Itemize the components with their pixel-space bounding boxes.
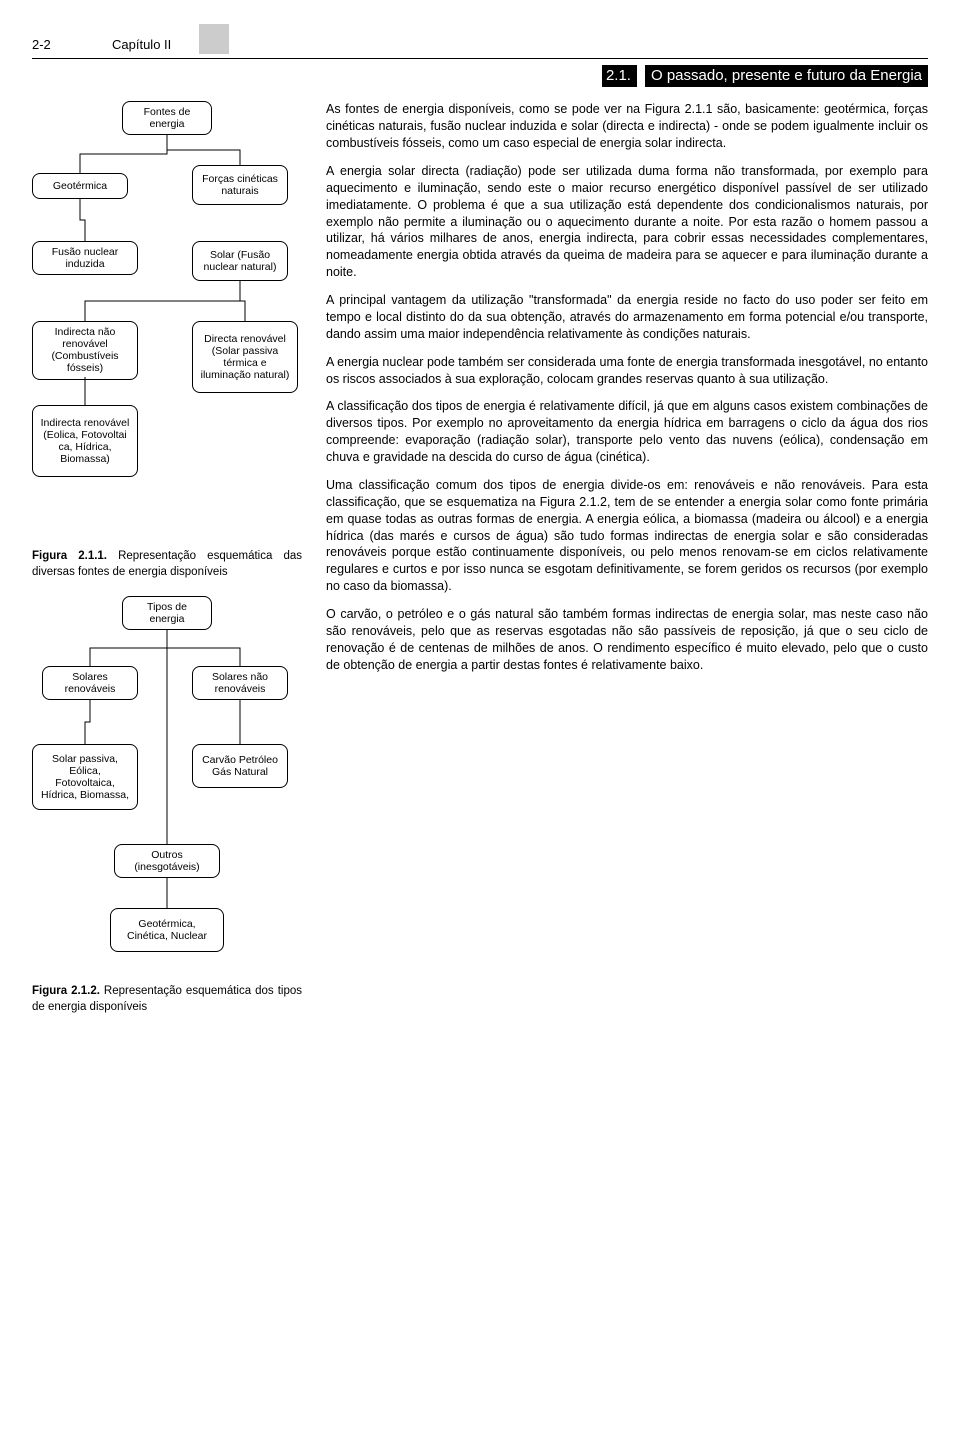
tree-node: Outros (inesgotáveis) <box>114 844 220 878</box>
section-heading: 2.1. O passado, presente e futuro da Ene… <box>32 65 928 87</box>
left-column: Fontes de energia Geotérmica Forças cinéti… <box>32 101 302 1031</box>
body-para: A energia solar directa (radiação) pode … <box>326 163 928 281</box>
tree-node: Carvão Petróleo Gás Natural <box>192 744 288 788</box>
body-para: A classificação dos tipos de energia é r… <box>326 398 928 466</box>
body-para: O carvão, o petróleo e o gás natural são… <box>326 606 928 674</box>
body-para: As fontes de energia disponíveis, como s… <box>326 101 928 152</box>
figure-2-1-1-number: Figura 2.1.1. <box>32 550 107 562</box>
tree-node: Geotérmica, Cinética, Nuclear <box>110 908 224 952</box>
chapter-label: Capítulo II <box>112 36 171 54</box>
body-para: A energia nuclear pode também ser consid… <box>326 354 928 388</box>
tree-node: Solar passiva, Eólica, Fotovoltaica, Híd… <box>32 744 138 810</box>
page-header: 2-2 Capítulo II <box>32 24 928 54</box>
tree-node: Forças cinéticas naturais <box>192 165 288 205</box>
figure-2-1-1-caption: Figura 2.1.1. Representação esquemática … <box>32 549 302 580</box>
body-para: A principal vantagem da utilização "tran… <box>326 292 928 343</box>
tree-node: Solares não renováveis <box>192 666 288 700</box>
header-rule <box>32 58 928 59</box>
right-column: As fontes de energia disponíveis, como s… <box>326 101 928 1031</box>
header-mark <box>199 24 229 54</box>
figure-2-1-2-caption: Figura 2.1.2. Representação esquemática … <box>32 984 302 1015</box>
page-number: 2-2 <box>32 36 88 54</box>
section-title: O passado, presente e futuro da Energia <box>645 65 928 87</box>
tree-node: Tipos de energia <box>122 596 212 630</box>
tree-node: Fusão nuclear induzida <box>32 241 138 275</box>
page-root: 2-2 Capítulo II 2.1. O passado, presente… <box>0 0 960 1063</box>
tree-node: Solares renováveis <box>42 666 138 700</box>
tree-node: Directa renovável (Solar passiva térmica… <box>192 321 298 393</box>
tree-node: Indirecta não renovável (Combustíveis fó… <box>32 321 138 379</box>
figure-2-1-2-tree: Tipos de energia Solares renováveis Solare… <box>32 596 302 976</box>
figure-2-1-2-number: Figura 2.1.2. <box>32 985 100 997</box>
figure-2-1-1-tree: Fontes de energia Geotérmica Forças cinéti… <box>32 101 302 541</box>
content-columns: Fontes de energia Geotérmica Forças cinéti… <box>32 101 928 1031</box>
body-para: Uma classificação comum dos tipos de ene… <box>326 477 928 595</box>
section-number: 2.1. <box>602 65 637 87</box>
tree-node: Fontes de energia <box>122 101 212 135</box>
tree-node: Indirecta renovável (Eolica, Fotovoltai … <box>32 405 138 477</box>
tree-node: Geotérmica <box>32 173 128 199</box>
tree-node: Solar (Fusão nuclear natural) <box>192 241 288 281</box>
